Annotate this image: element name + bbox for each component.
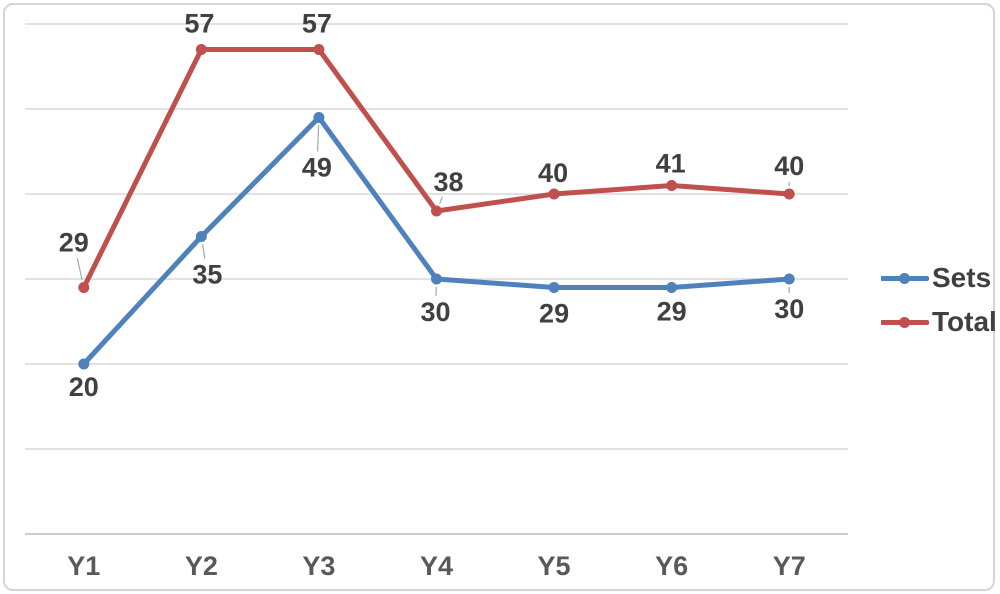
data-label-sets-y1: 20: [69, 372, 99, 402]
data-label-sets-y5: 29: [539, 299, 569, 329]
data-label-sets-y2: 35: [192, 260, 222, 290]
data-label-total-y7: 40: [774, 151, 804, 181]
legend-item-total[interactable]: Total: [881, 306, 997, 338]
data-point-total-y1[interactable]: [78, 282, 90, 293]
sets-line-marker-icon: [881, 272, 929, 284]
data-label-leader-line: [439, 196, 443, 204]
x-axis-label-y1: Y1: [67, 551, 100, 581]
data-label-total-y5: 40: [538, 158, 568, 188]
data-point-sets-y4[interactable]: [431, 273, 442, 285]
x-axis-label-y3: Y3: [302, 551, 335, 581]
data-point-total-y4[interactable]: [431, 205, 442, 217]
legend-item-label: Sets: [932, 262, 992, 293]
chart-area: Y1 Y2 Y3 Y4 Y5 Y6 Y7 20 35 49 30 29 29 30 29 57 57 38 40 41…: [3, 3, 997, 591]
x-axis-label-y6: Y6: [655, 551, 688, 581]
data-point-sets-y5[interactable]: [548, 282, 560, 293]
data-label-total-y1: 29: [59, 228, 89, 258]
data-label-sets-y7: 30: [774, 294, 804, 324]
data-label-leader-line: [76, 257, 83, 280]
x-axis-label-y2: Y2: [185, 551, 218, 581]
data-label-total-y6: 41: [656, 149, 686, 179]
data-point-sets-y6[interactable]: [666, 282, 678, 293]
total-line-marker-icon: [881, 316, 929, 328]
data-label-total-y3: 57: [302, 9, 332, 39]
data-label-total-y2: 57: [184, 9, 214, 39]
data-label-sets-y6: 29: [657, 297, 687, 327]
plot-area: Y1 Y2 Y3 Y4 Y5 Y6 Y7 20 35 49 30 29 29 30 29 57 57 38 40 41…: [25, 9, 848, 581]
data-point-total-y5[interactable]: [548, 188, 560, 200]
data-point-total-y7[interactable]: [783, 188, 795, 200]
data-point-sets-y2[interactable]: [195, 231, 207, 242]
legend: Sets Total: [881, 262, 997, 338]
legend-item-sets[interactable]: Sets: [881, 262, 997, 294]
data-label-sets-y4: 30: [420, 297, 450, 327]
data-label-leader-line: [202, 244, 206, 259]
data-label-leader-line: [316, 125, 320, 152]
data-point-sets-y3[interactable]: [313, 112, 325, 123]
data-label-sets-y3: 49: [302, 153, 332, 183]
x-axis-label-y4: Y4: [420, 551, 453, 581]
data-point-total-y3[interactable]: [313, 44, 325, 55]
data-point-total-y6[interactable]: [666, 180, 678, 191]
x-axis-label-y7: Y7: [773, 551, 806, 581]
x-axis-label-y5: Y5: [538, 551, 571, 581]
data-point-total-y2[interactable]: [195, 44, 207, 55]
legend-item-label: Total: [932, 306, 997, 338]
data-point-sets-y1[interactable]: [78, 358, 90, 370]
data-point-sets-y7[interactable]: [783, 273, 795, 285]
data-label-total-y4: 38: [433, 167, 463, 197]
